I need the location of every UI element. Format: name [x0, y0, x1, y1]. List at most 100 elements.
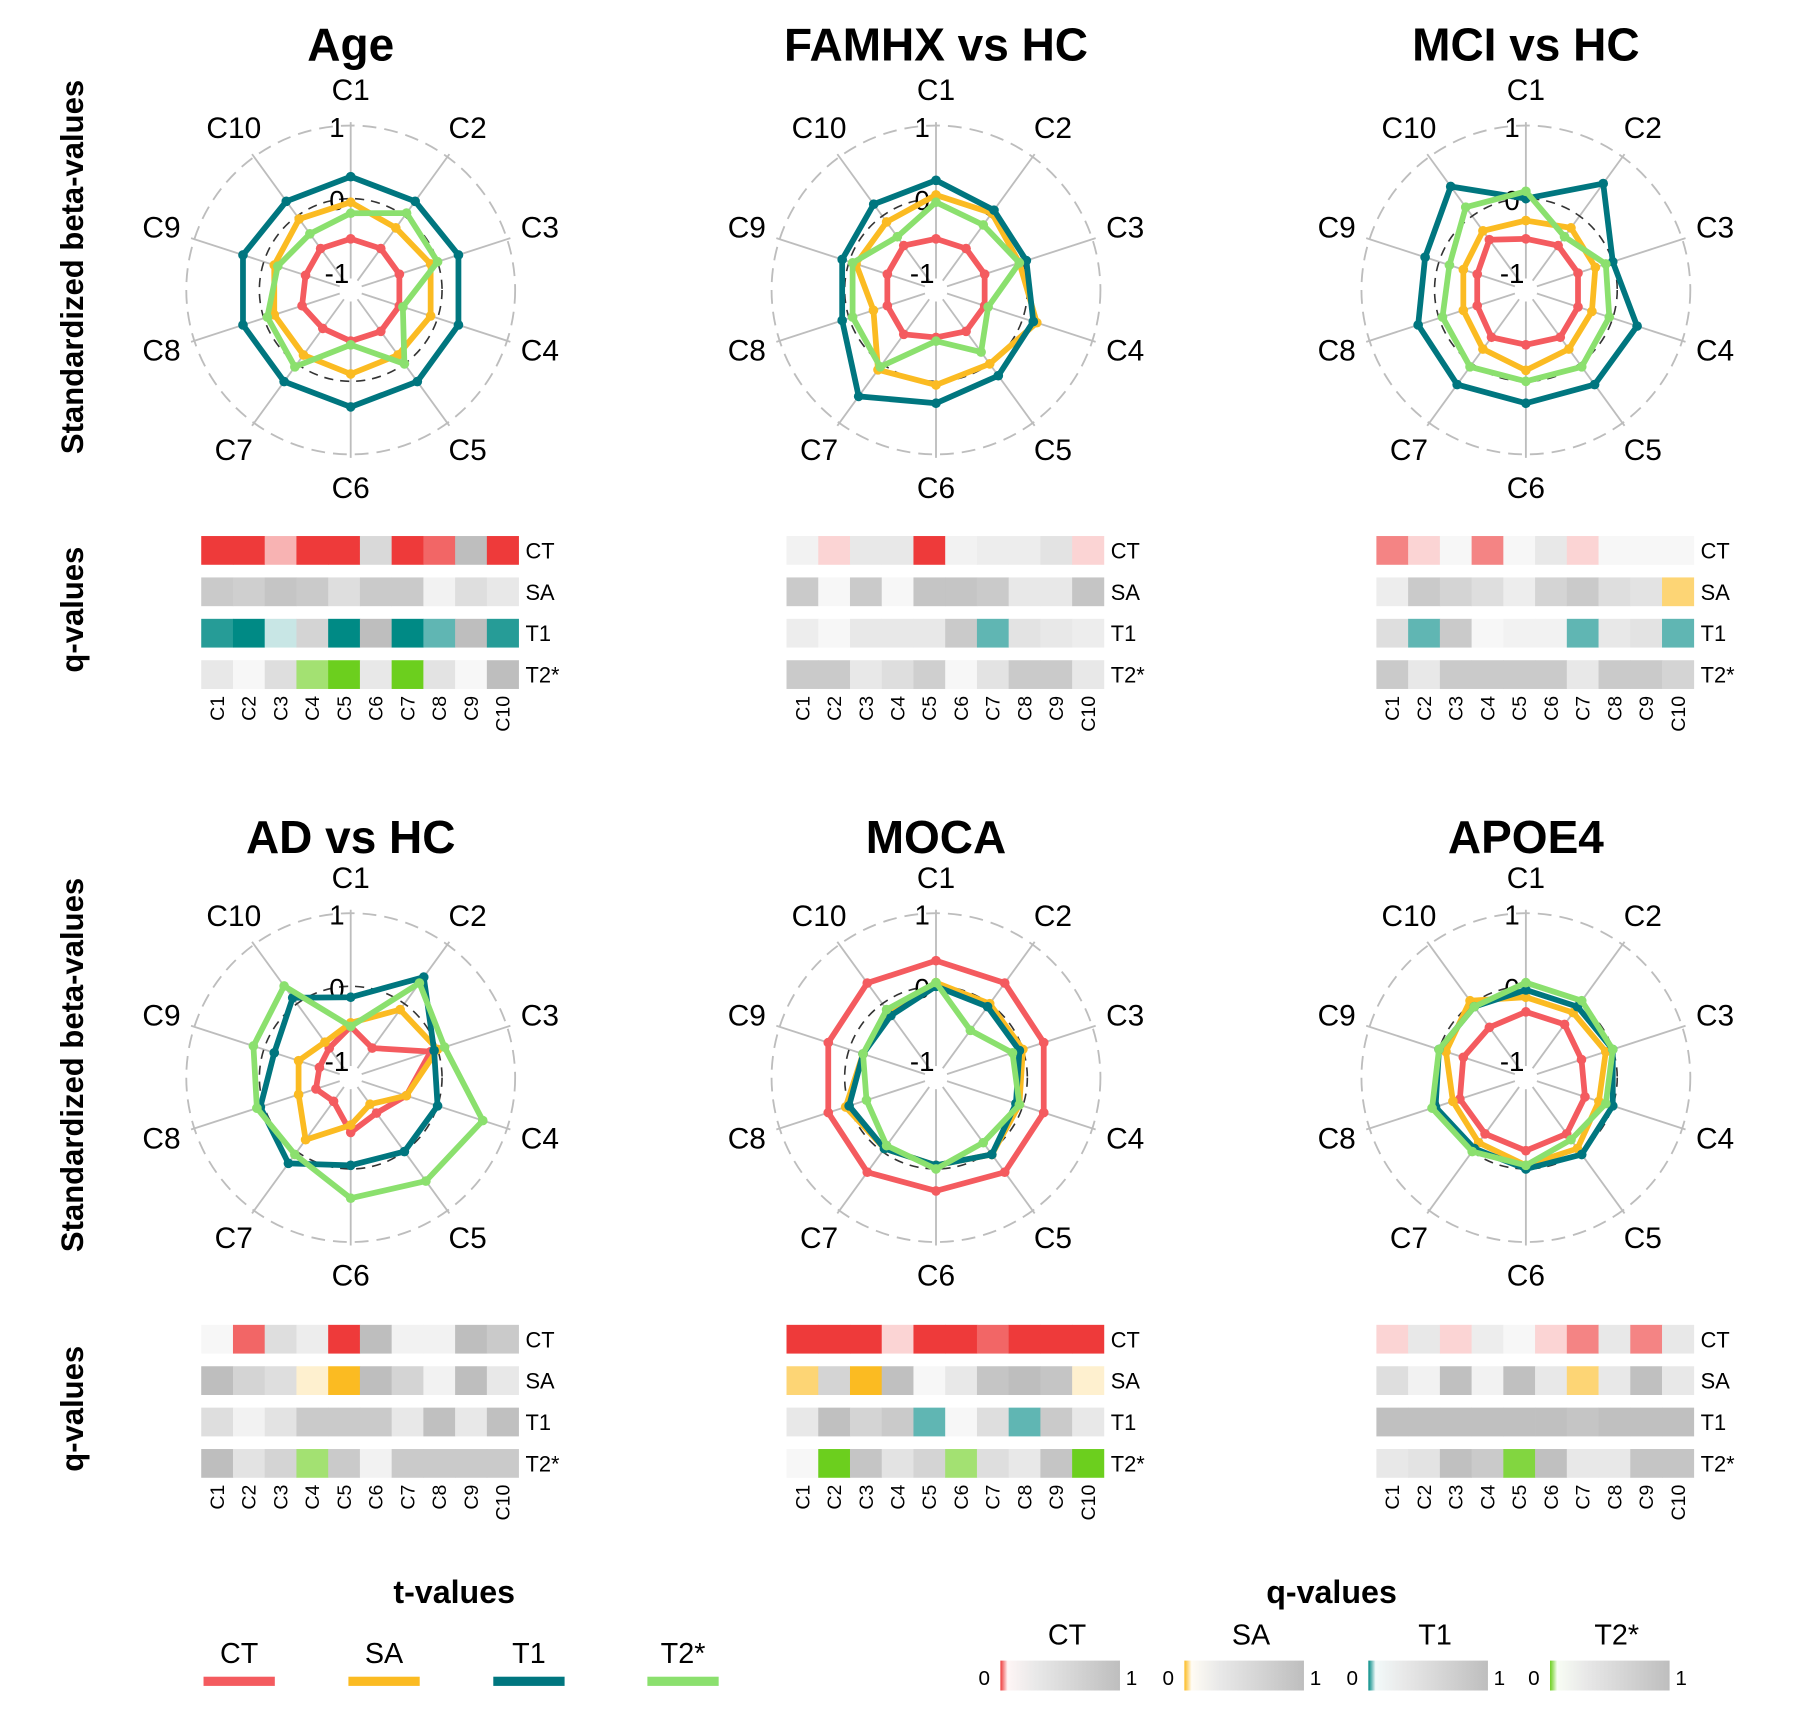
heatmap-cell [1040, 618, 1073, 648]
data-point [837, 315, 847, 326]
heatmap-cell [913, 660, 946, 689]
legend-t-label: T2* [661, 1638, 706, 1670]
data-point [1566, 1134, 1576, 1145]
heatmap-col-label: C8 [429, 1485, 451, 1510]
series-ct [823, 955, 1049, 1196]
heatmap-col-label: C3 [1446, 696, 1468, 721]
heatmap-col-label: C1 [792, 696, 814, 721]
data-point [293, 1055, 304, 1066]
axis-label-c5: C5 [1034, 1222, 1072, 1255]
data-point [931, 380, 941, 390]
axis-label-c4: C4 [1696, 1122, 1734, 1155]
heatmap-col-label: C1 [1382, 1485, 1404, 1510]
heatmap-cell [1503, 618, 1536, 648]
heatmap-cell [1408, 1407, 1441, 1437]
data-point [1469, 1001, 1480, 1012]
data-point [238, 250, 248, 260]
axis-label-c6: C6 [1507, 1260, 1545, 1293]
axis-label-c7: C7 [800, 434, 838, 467]
axis-label-c2: C2 [1034, 900, 1072, 933]
heatmap-row-label: CT [1111, 538, 1140, 563]
data-point [1427, 1103, 1437, 1113]
heatmap-cell [359, 618, 392, 648]
legend-t-item-sa: SA [348, 1638, 420, 1686]
data-point [394, 269, 405, 279]
axis-label-c4: C4 [1106, 1122, 1144, 1155]
heatmap-cell [1566, 618, 1599, 648]
heatmap-cell [455, 1449, 488, 1478]
data-point [1521, 985, 1531, 995]
radar-spoke [251, 1086, 345, 1214]
heatmap-cell [1408, 618, 1441, 648]
heatmap-row-label: CT [1701, 1327, 1730, 1352]
heatmap-cell [1008, 1449, 1041, 1478]
heatmap-cell [455, 618, 488, 648]
data-point [1576, 361, 1587, 372]
axis-label-c9: C9 [1318, 212, 1356, 245]
axis-label-c3: C3 [1106, 212, 1144, 245]
data-point [345, 208, 356, 219]
heatmap-cell [391, 1407, 424, 1437]
heatmap-col-label: C3 [1446, 1485, 1468, 1510]
data-point [823, 1037, 834, 1048]
heatmap-col-label: C3 [856, 696, 878, 721]
heatmap-cell [201, 660, 234, 689]
heatmap-cell [881, 536, 914, 565]
heatmap-col-label: C5 [334, 696, 356, 721]
ring-zero [258, 197, 443, 383]
heatmap-cell [945, 536, 978, 565]
heatmap-cell [1471, 1366, 1504, 1395]
heatmap-cell [1566, 660, 1599, 689]
heatmap-cell [786, 1407, 819, 1437]
data-point [1576, 1054, 1587, 1065]
heatmap-cell [201, 618, 234, 648]
heatmap-row-label: T2* [1111, 1451, 1145, 1476]
data-point [987, 1149, 997, 1160]
data-point [281, 196, 292, 207]
heatmap-cell [1535, 1407, 1568, 1437]
heatmap-cell [1376, 660, 1409, 689]
data-point [844, 1101, 854, 1111]
heatmap-cell [945, 1449, 978, 1478]
heatmap-cell [1566, 577, 1599, 607]
data-point [375, 243, 386, 254]
heatmap-cell [1008, 1324, 1041, 1354]
data-point [881, 217, 892, 227]
heatmap-cell [913, 536, 946, 565]
data-point [984, 359, 995, 369]
heatmap-cell [881, 1366, 914, 1395]
heatmap-cell [232, 1366, 266, 1395]
heatmap-cell [1439, 1324, 1472, 1354]
axis-label-c2: C2 [449, 900, 487, 933]
heatmap-cell [1662, 536, 1695, 565]
data-point [993, 370, 1004, 381]
heatmap-cell [913, 618, 946, 648]
heatmap-cell [1630, 577, 1663, 607]
axis-label-c2: C2 [1034, 112, 1072, 145]
legend-q-min: 0 [1346, 1667, 1358, 1690]
heatmap-cell [455, 1366, 488, 1395]
heatmap-cell [1566, 1449, 1599, 1478]
heatmap-cell [1503, 1407, 1536, 1437]
data-point [1478, 344, 1488, 354]
ring-label: -1 [1500, 258, 1525, 289]
heatmap-cell [945, 618, 978, 648]
heatmap-cell [913, 1449, 946, 1478]
heatmap-cell [818, 618, 851, 648]
ring-outer [1360, 124, 1692, 456]
heatmap-cell [1662, 1324, 1695, 1354]
data-point [314, 1062, 325, 1073]
heatmap-cell [232, 1449, 266, 1478]
ring-outer [770, 124, 1102, 456]
axis-label-c9: C9 [142, 999, 180, 1032]
heatmap-col-label: C5 [334, 1485, 356, 1510]
heatmap-cell [232, 1324, 266, 1354]
heatmap-cell [1566, 536, 1599, 565]
data-point [393, 350, 403, 360]
heatmap-col-label: C2 [824, 696, 846, 721]
